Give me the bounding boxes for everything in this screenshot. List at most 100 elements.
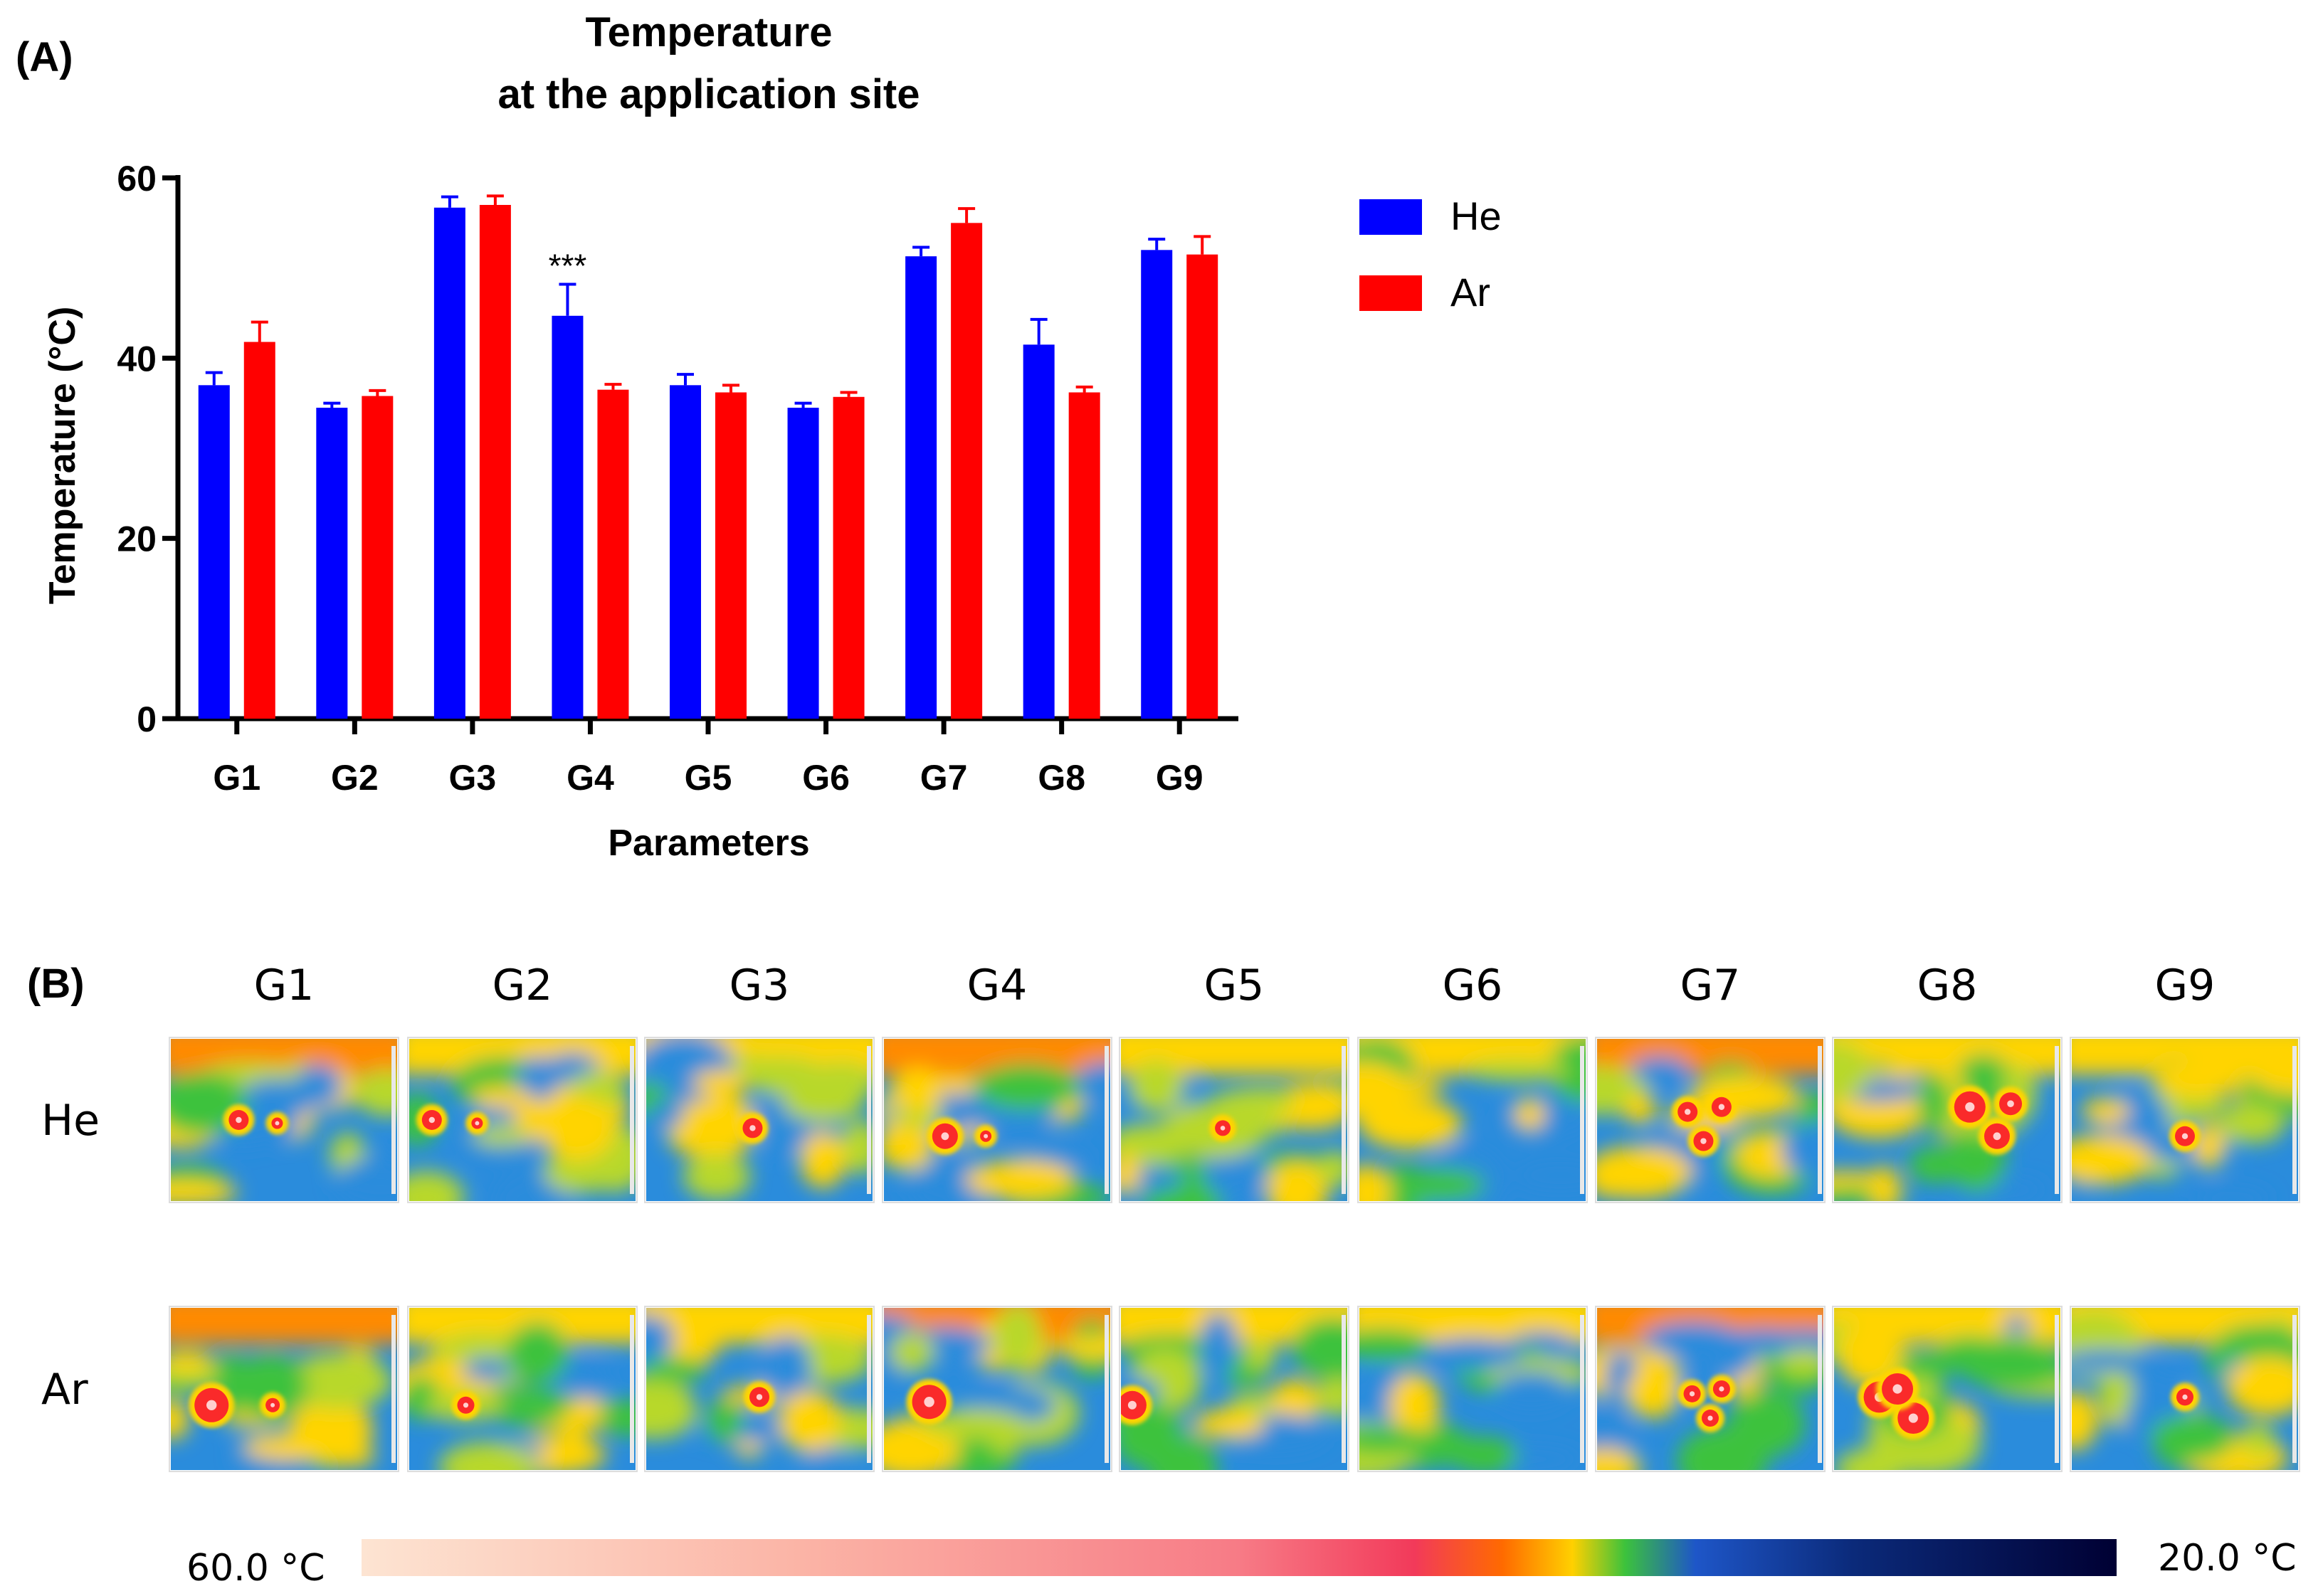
bar-chart: 0 20 40 60 G1 G2 G3 G4 G5 G6 G7 G8 G9 *** bbox=[117, 159, 1238, 798]
bar-he-g7 bbox=[905, 256, 937, 719]
legend-swatch-he bbox=[1359, 199, 1422, 235]
thermal-image-he-g7 bbox=[1595, 1037, 1826, 1203]
thermal-frame bbox=[2070, 1306, 2300, 1472]
bar-he-g1 bbox=[198, 385, 230, 719]
thermal-scale-strip bbox=[1342, 1315, 1346, 1463]
thermal-frame bbox=[2070, 1037, 2300, 1203]
row-label-he: He bbox=[41, 1096, 100, 1146]
y-tick-label: 20 bbox=[117, 519, 157, 559]
thermal-frame bbox=[1119, 1037, 1349, 1203]
thermal-image-he-g9 bbox=[2070, 1037, 2300, 1203]
thermal-scale-strip bbox=[391, 1046, 396, 1194]
column-header-g3: G3 bbox=[729, 961, 790, 1010]
x-tick-label: G5 bbox=[685, 758, 732, 798]
thermal-scale-strip bbox=[391, 1315, 396, 1463]
thermal-scale-strip bbox=[867, 1046, 871, 1194]
thermal-image-he-g6 bbox=[1357, 1037, 1588, 1203]
bar-he-g5 bbox=[670, 385, 701, 719]
thermal-hotspot-center bbox=[984, 1133, 989, 1138]
chart-title-line-2: at the application site bbox=[498, 71, 920, 117]
thermal-image-he-g8 bbox=[1832, 1037, 2063, 1203]
thermal-scale-strip bbox=[867, 1315, 871, 1463]
column-header-g1: G1 bbox=[254, 961, 315, 1010]
thermal-hotspot-center bbox=[275, 1121, 280, 1126]
thermal-hotspot-center bbox=[1718, 1104, 1725, 1110]
thermal-scale-strip bbox=[1105, 1046, 1109, 1194]
thermal-hotspot-center bbox=[924, 1397, 934, 1407]
thermal-scale-strip bbox=[1580, 1315, 1584, 1463]
thermal-image-ar-g9 bbox=[2070, 1306, 2300, 1472]
bar-he-g6 bbox=[787, 408, 819, 719]
thermal-image-ar-g4 bbox=[882, 1306, 1112, 1472]
thermal-scale-strip bbox=[2292, 1046, 2297, 1194]
thermal-hotspot-center bbox=[463, 1402, 469, 1408]
thermal-scale-strip bbox=[1818, 1046, 1822, 1194]
thermal-hotspot-center bbox=[1892, 1384, 1902, 1394]
column-header-g6: G6 bbox=[1443, 961, 1503, 1010]
column-header-g8: G8 bbox=[1917, 961, 1978, 1010]
thermal-frame bbox=[169, 1306, 399, 1472]
thermal-image-he-g1 bbox=[169, 1037, 399, 1203]
thermal-hotspot-center bbox=[756, 1394, 763, 1400]
thermal-frame bbox=[1832, 1037, 2063, 1203]
column-header-g4: G4 bbox=[967, 961, 1028, 1010]
colorbar-right-label: 20.0 °C bbox=[2158, 1537, 2297, 1580]
x-tick-label: G6 bbox=[802, 758, 850, 798]
panel-b-label: (B) bbox=[27, 961, 85, 1007]
thermal-image-ar-g1 bbox=[169, 1306, 399, 1472]
thermal-frame bbox=[1357, 1037, 1588, 1203]
thermal-hotspot-center bbox=[2181, 1133, 2188, 1140]
y-axis-label: Temperature (°C) bbox=[42, 307, 83, 605]
column-header-g9: G9 bbox=[2155, 961, 2216, 1010]
y-tick-label: 0 bbox=[137, 699, 157, 739]
thermal-frame bbox=[407, 1037, 638, 1203]
thermal-image-he-g3 bbox=[644, 1037, 875, 1203]
thermal-image-ar-g3 bbox=[644, 1306, 875, 1472]
bar-he-g2 bbox=[316, 408, 348, 719]
bar-ar-g6 bbox=[833, 396, 865, 719]
thermal-frame bbox=[882, 1037, 1112, 1203]
thermal-hotspot-center bbox=[1689, 1391, 1695, 1397]
thermal-hotspot-center bbox=[1707, 1415, 1713, 1421]
thermal-scale-strip bbox=[630, 1315, 634, 1463]
bar-ar-g8 bbox=[1068, 392, 1100, 719]
thermal-hotspot-center bbox=[1685, 1109, 1691, 1115]
bar-ar-g9 bbox=[1186, 254, 1218, 719]
thermal-scale-strip bbox=[1105, 1315, 1109, 1463]
thermal-hotspot-center bbox=[236, 1116, 242, 1124]
chart-title-line-1: Temperature bbox=[585, 9, 832, 56]
thermal-frame bbox=[1119, 1306, 1349, 1472]
thermal-hotspot-center bbox=[1993, 1132, 2001, 1141]
thermal-scale-strip bbox=[2055, 1315, 2059, 1463]
row-label-ar: Ar bbox=[41, 1365, 88, 1415]
panel-a-label: (A) bbox=[16, 34, 73, 80]
bar-ar-g7 bbox=[951, 223, 983, 719]
thermal-frame bbox=[1595, 1037, 1826, 1203]
x-tick-label: G8 bbox=[1038, 758, 1085, 798]
thermal-hotspot-center bbox=[749, 1125, 756, 1131]
thermal-hotspot-center bbox=[270, 1402, 275, 1407]
bar-he-g8 bbox=[1023, 344, 1055, 719]
thermal-hotspot-center bbox=[2007, 1100, 2014, 1107]
significance-annotation: *** bbox=[549, 247, 587, 284]
bar-ar-g3 bbox=[479, 205, 511, 719]
thermal-scale-strip bbox=[1342, 1046, 1346, 1194]
thermal-frame bbox=[1832, 1306, 2063, 1472]
colorbar-left-label: 60.0 °C bbox=[186, 1547, 325, 1590]
thermal-image-ar-g6 bbox=[1357, 1306, 1588, 1472]
chart-legend: He Ar bbox=[1359, 194, 1502, 315]
thermal-image-ar-g5 bbox=[1119, 1306, 1349, 1472]
bar-ar-g1 bbox=[243, 342, 275, 719]
thermal-frame bbox=[407, 1306, 638, 1472]
thermal-hotspot-center bbox=[1220, 1126, 1226, 1131]
x-tick-label: G9 bbox=[1156, 758, 1203, 798]
thermal-scale-strip bbox=[1580, 1046, 1584, 1194]
thermal-scale-strip bbox=[630, 1046, 634, 1194]
legend-label-ar: Ar bbox=[1450, 270, 1490, 315]
x-tick-label: G3 bbox=[449, 758, 497, 798]
thermal-scale-strip bbox=[2292, 1315, 2297, 1463]
column-header-g5: G5 bbox=[1204, 961, 1265, 1010]
column-header-g7: G7 bbox=[1680, 961, 1741, 1010]
colorbar bbox=[362, 1539, 2117, 1576]
thermal-image-ar-g8 bbox=[1832, 1306, 2063, 1472]
